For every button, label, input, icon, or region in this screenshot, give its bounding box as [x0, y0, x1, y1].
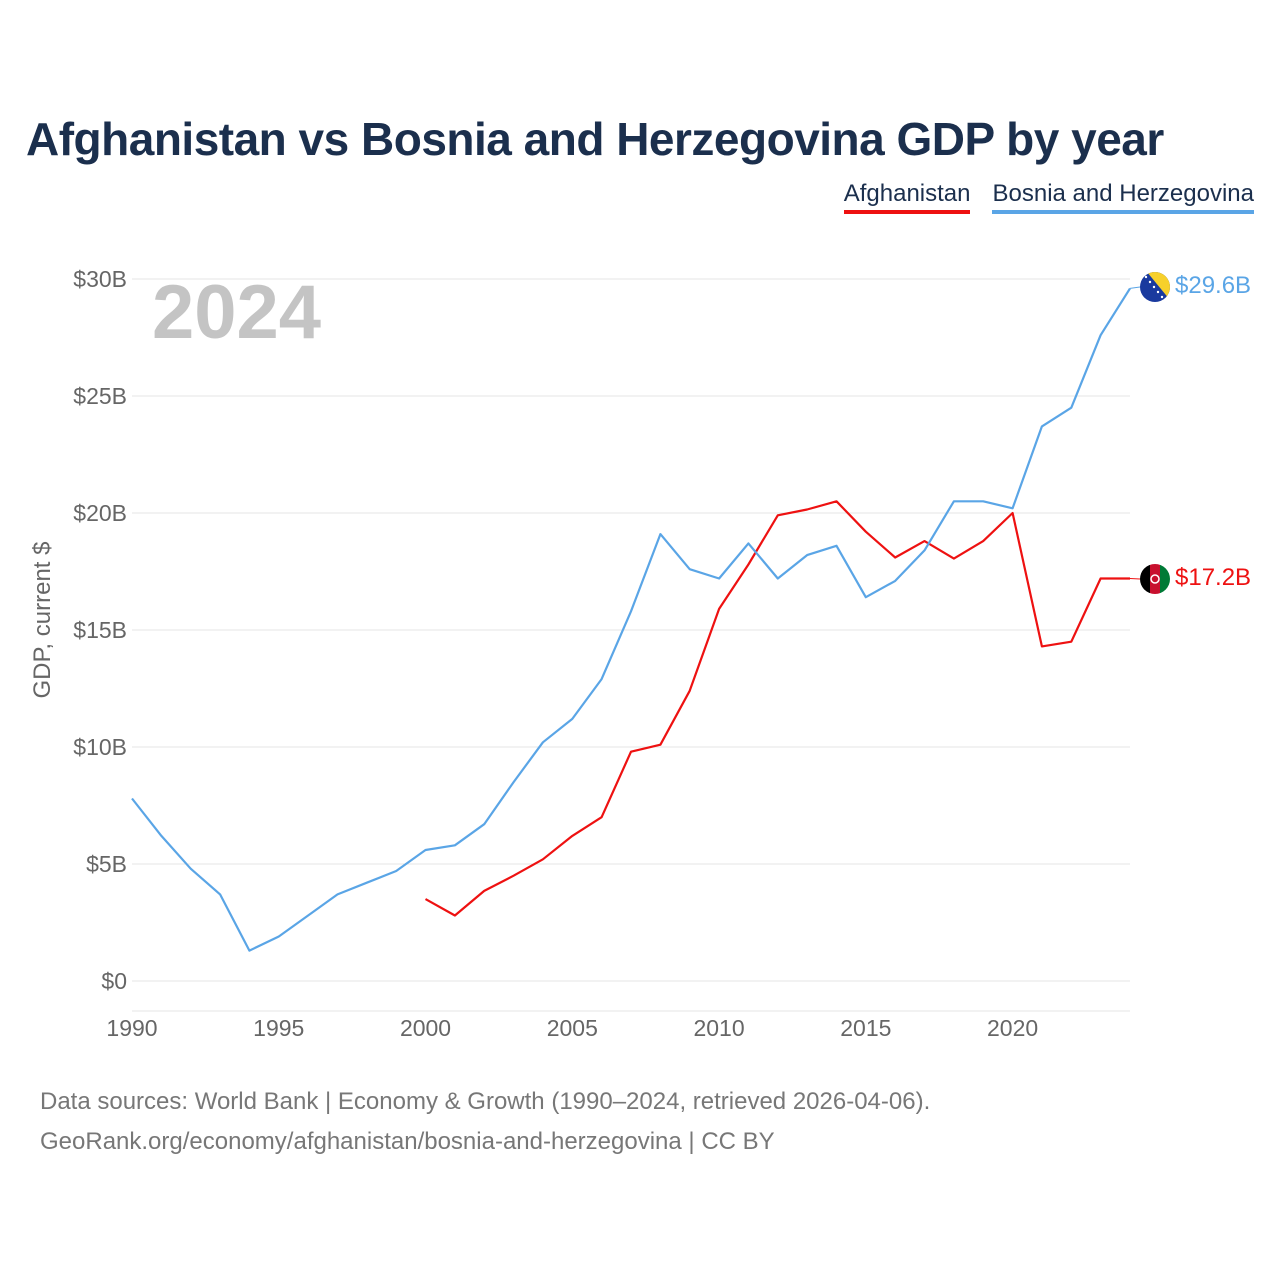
- y-tick-label: $20B: [73, 500, 127, 526]
- grid: [132, 278, 1130, 1012]
- end-value-label-bosnia: $29.6B: [1175, 272, 1251, 299]
- legend: Afghanistan Bosnia and Herzegovina: [843, 180, 1254, 214]
- afghanistan-flag-icon: [1140, 564, 1170, 594]
- y-tick-label: $30B: [73, 266, 127, 292]
- y-tick-label: $10B: [73, 734, 127, 760]
- x-tick-label: 1990: [106, 1015, 157, 1041]
- series-line-bosnia: [131, 287, 1131, 952]
- x-tick-label: 1995: [253, 1015, 304, 1041]
- end-value-label-afghanistan: $17.2B: [1175, 564, 1251, 591]
- y-tick-label: $15B: [73, 617, 127, 643]
- x-tick-label: 2005: [547, 1015, 598, 1041]
- legend-item-bosnia[interactable]: Bosnia and Herzegovina: [992, 180, 1254, 214]
- y-axis-label: GDP, current $: [29, 542, 56, 699]
- x-tick-label: 2015: [840, 1015, 891, 1041]
- x-tick-label: 2000: [400, 1015, 451, 1041]
- y-tick-label: $25B: [73, 383, 127, 409]
- series-lines: [131, 286, 1141, 952]
- footer-sources: Data sources: World Bank | Economy & Gro…: [40, 1088, 931, 1115]
- y-tick-label: $0: [101, 968, 127, 994]
- y-tick-label: $5B: [86, 851, 127, 877]
- year-label: 2024: [152, 270, 321, 355]
- leader-line: [1129, 286, 1141, 289]
- x-tick-label: 2020: [987, 1015, 1038, 1041]
- footer: Data sources: World Bank | Economy & Gro…: [40, 1082, 930, 1162]
- x-axis-ticks: 1990 1995 2000 2005 2010 2015 2020: [106, 1015, 1038, 1041]
- y-axis-ticks: $0 $5B $10B $15B $20B $25B $30B: [73, 266, 127, 994]
- bosnia-flag-icon: [1140, 272, 1170, 302]
- chart-title: Afghanistan vs Bosnia and Herzegovina GD…: [26, 113, 1164, 165]
- x-tick-label: 2010: [693, 1015, 744, 1041]
- legend-item-afghanistan[interactable]: Afghanistan: [843, 180, 971, 214]
- footer-link[interactable]: GeoRank.org/economy/afghanistan/bosnia-a…: [40, 1128, 775, 1155]
- series-line-afghanistan: [424, 500, 1130, 917]
